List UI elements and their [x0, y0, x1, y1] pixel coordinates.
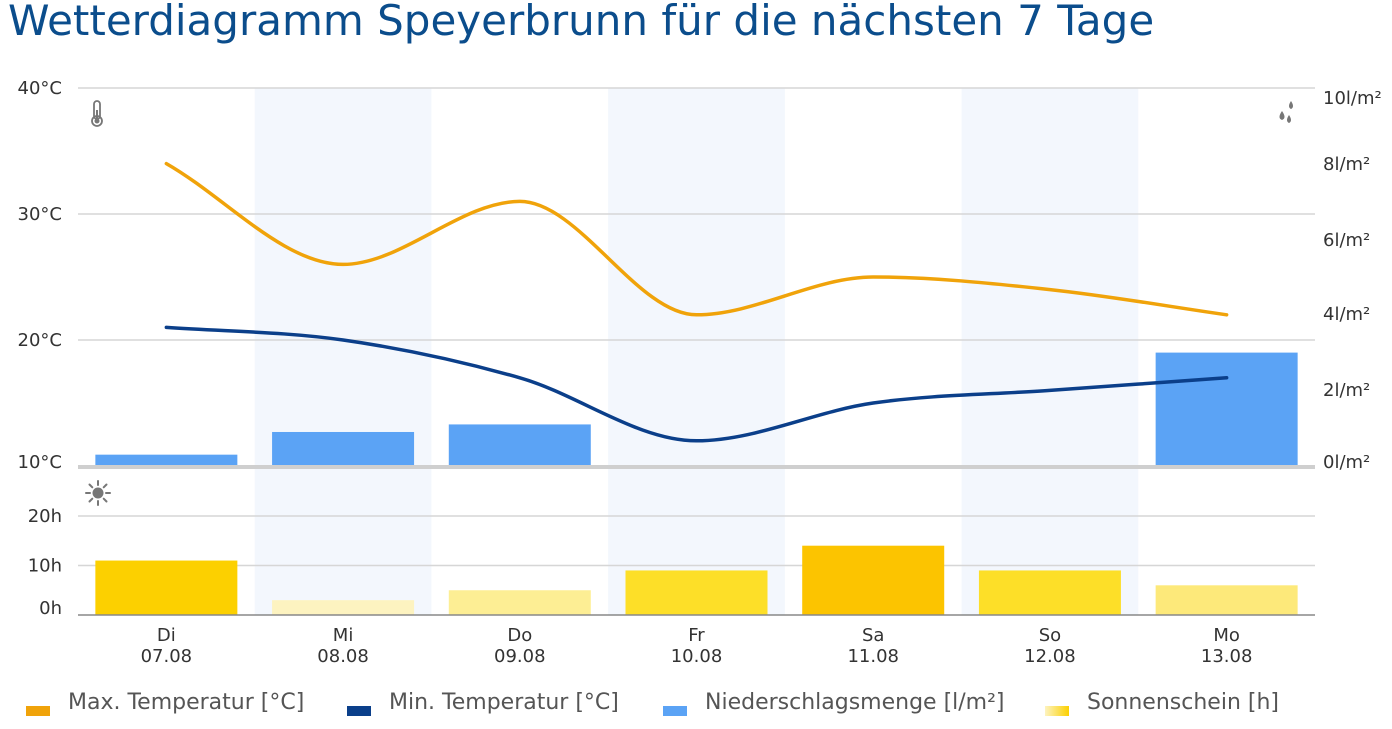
- sunshine-bars: [95, 545, 1298, 615]
- sun-tick-label: 10h: [28, 556, 62, 577]
- day-weekday-label: So: [1039, 625, 1061, 646]
- day-date-label: 08.08: [317, 646, 369, 667]
- sun-tick-label: 20h: [28, 506, 62, 527]
- sunshine-bar: [448, 590, 591, 615]
- legend-swatch: [347, 706, 371, 716]
- temp-tick-label: 30°C: [18, 204, 62, 225]
- sunshine-bar: [978, 570, 1121, 615]
- legend-label: Sonnenschein [h]: [1087, 690, 1279, 715]
- precipitation-bars: [95, 352, 1298, 466]
- chart-legend: Max. Temperatur [°C] Min. Temperatur [°C…: [0, 688, 1392, 724]
- sunshine-bar: [1155, 585, 1298, 615]
- day-date-label: 09.08: [494, 646, 546, 667]
- day-date-label: 10.08: [671, 646, 723, 667]
- thermometer-icon: [91, 100, 103, 127]
- axis-labels: 40°C 30°C 20°C 10°C 10l/m² 8l/m² 6l/m² 4l/m² 2l/…: [18, 78, 1382, 667]
- axes: [78, 465, 1315, 616]
- column-shading: [254, 88, 1139, 615]
- precipitation-bar: [95, 454, 238, 466]
- temperature-lines: [164, 161, 1229, 443]
- legend-swatch: [26, 706, 50, 716]
- day-date-label: 07.08: [141, 646, 193, 667]
- page-title: Wetterdiagramm Speyerbrunn für die nächs…: [8, 0, 1155, 45]
- day-date-label: 11.08: [847, 646, 899, 667]
- legend-swatch: [1045, 706, 1069, 716]
- max-temp-line: [164, 161, 1229, 317]
- precip-tick-label: 4l/m²: [1323, 304, 1370, 325]
- day-date-label: 12.08: [1024, 646, 1076, 667]
- column-band: [961, 88, 1139, 615]
- precip-tick-label: 6l/m²: [1323, 230, 1370, 251]
- temp-tick-label: 20°C: [18, 330, 62, 351]
- day-weekday-label: Fr: [688, 625, 705, 646]
- legend-label: Min. Temperatur [°C]: [389, 690, 619, 715]
- legend-label: Niederschlagsmenge [l/m²]: [705, 690, 1005, 715]
- day-weekday-label: Mo: [1213, 625, 1240, 646]
- raindrops-icon: [1279, 101, 1293, 123]
- sun-icon: [85, 480, 111, 506]
- day-weekday-label: Mi: [333, 625, 354, 646]
- precip-tick-label: 10l/m²: [1323, 88, 1382, 109]
- precip-tick-label: 0l/m²: [1323, 452, 1370, 473]
- temp-tick-label: 40°C: [18, 78, 62, 99]
- precipitation-bar: [448, 424, 591, 466]
- column-band: [608, 88, 785, 615]
- precip-tick-label: 8l/m²: [1323, 154, 1370, 175]
- sunshine-bar: [625, 570, 768, 615]
- precip-tick-label: 2l/m²: [1323, 380, 1370, 401]
- day-weekday-label: Do: [507, 625, 532, 646]
- sunshine-bar: [802, 545, 945, 615]
- precipitation-bar: [1155, 352, 1298, 466]
- temp-tick-label: 10°C: [18, 452, 62, 473]
- legend-swatch: [663, 706, 687, 716]
- day-weekday-label: Sa: [862, 625, 884, 646]
- day-weekday-label: Di: [157, 625, 176, 646]
- legend-label: Max. Temperatur [°C]: [68, 690, 305, 715]
- sunshine-bar: [272, 600, 415, 615]
- gridlines: [78, 87, 1315, 567]
- sun-tick-label: 0h: [39, 598, 62, 619]
- min-temp-line: [164, 325, 1229, 443]
- day-date-label: 13.08: [1201, 646, 1253, 667]
- sunshine-bar: [95, 560, 238, 615]
- precipitation-bar: [272, 431, 415, 466]
- weather-chart: 40°C 30°C 20°C 10°C 10l/m² 8l/m² 6l/m² 4l/m² 2l/…: [18, 78, 1382, 667]
